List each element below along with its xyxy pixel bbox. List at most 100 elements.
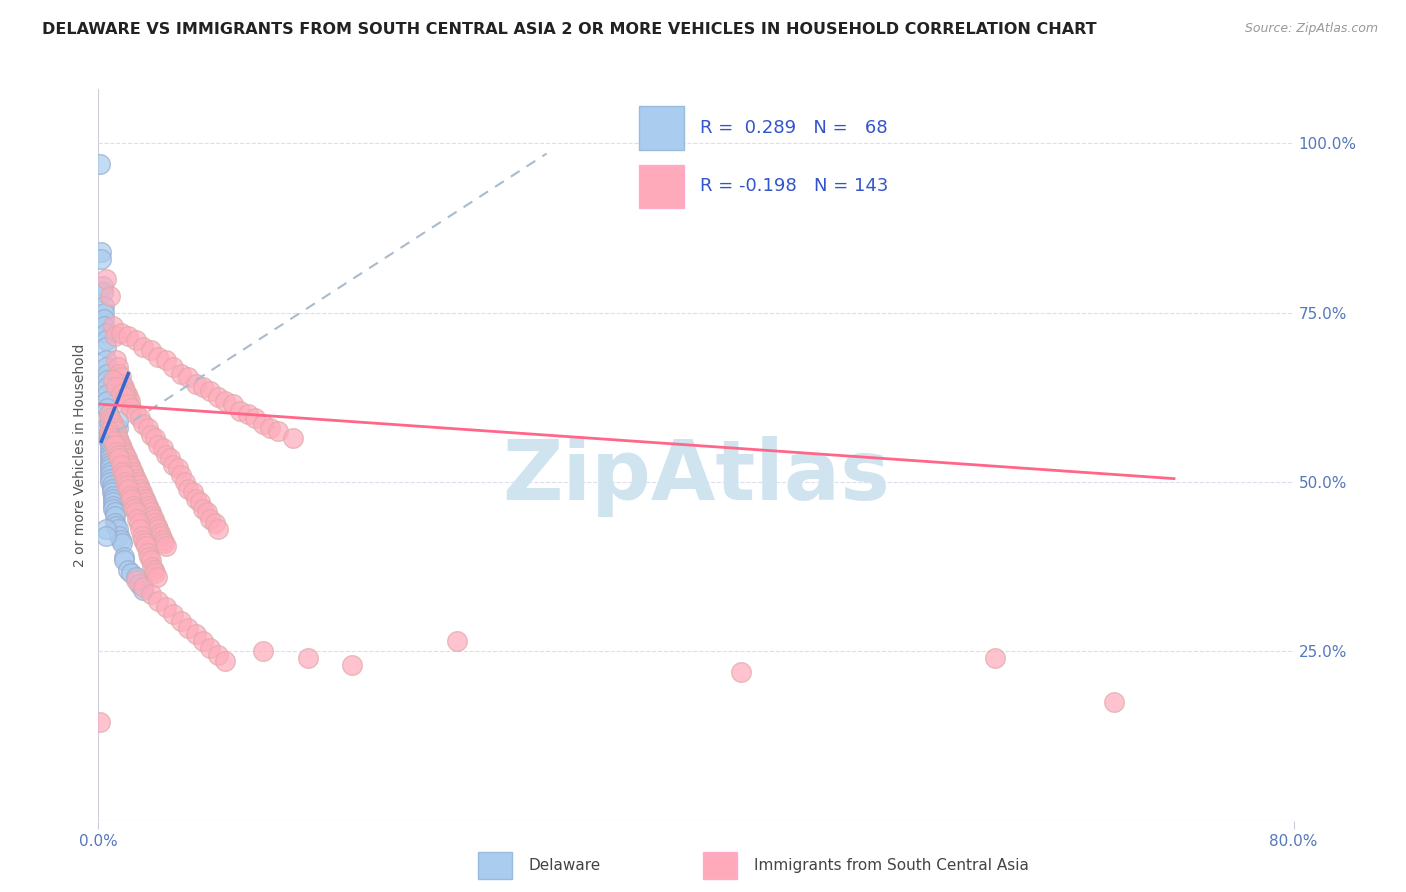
Point <box>100 465 122 479</box>
Point <box>200 384 222 398</box>
Point <box>100 458 122 472</box>
Point <box>139 343 162 357</box>
Point <box>236 407 259 421</box>
Point <box>111 376 134 391</box>
Point <box>96 380 118 394</box>
Point <box>97 407 120 421</box>
Point <box>188 495 211 509</box>
Text: ZipAtlas: ZipAtlas <box>502 436 890 517</box>
Point <box>90 252 112 266</box>
Point <box>177 621 200 635</box>
FancyBboxPatch shape <box>640 106 685 150</box>
Point <box>115 478 138 492</box>
Point <box>100 448 122 462</box>
Point <box>1104 695 1126 709</box>
Point <box>159 451 181 466</box>
Point <box>112 553 135 567</box>
Point <box>169 468 191 483</box>
Point <box>125 570 148 584</box>
Point <box>105 380 128 394</box>
Point <box>110 326 132 340</box>
Point <box>94 353 117 368</box>
Point <box>96 401 118 415</box>
Point <box>134 536 156 550</box>
Point <box>107 448 129 462</box>
Point <box>110 438 132 452</box>
Point <box>110 458 132 472</box>
Point <box>214 393 236 408</box>
Point <box>184 491 207 506</box>
Point <box>131 485 153 500</box>
Point <box>148 350 170 364</box>
Point <box>204 516 226 530</box>
Point <box>120 461 142 475</box>
Point <box>124 502 146 516</box>
Point <box>184 376 207 391</box>
Point <box>131 529 153 543</box>
Point <box>97 427 120 442</box>
Point <box>139 427 162 442</box>
Point <box>101 427 124 442</box>
Point <box>267 424 290 438</box>
Point <box>93 312 115 326</box>
Point <box>100 472 122 486</box>
Point <box>125 573 148 587</box>
Point <box>155 600 177 615</box>
Point <box>142 512 165 526</box>
Point <box>141 559 163 574</box>
Point <box>107 431 129 445</box>
Point <box>111 441 134 455</box>
Point <box>103 489 125 503</box>
Point <box>121 499 143 513</box>
Point <box>252 417 274 432</box>
Point <box>177 370 200 384</box>
Point <box>117 390 139 404</box>
Point <box>111 465 134 479</box>
Point <box>114 475 136 489</box>
Point <box>114 384 136 398</box>
Point <box>127 475 149 489</box>
Point <box>93 299 115 313</box>
Point <box>162 458 184 472</box>
Point <box>207 390 229 404</box>
Point <box>145 519 167 533</box>
Point <box>166 461 188 475</box>
Point <box>94 359 117 374</box>
Point <box>148 438 170 452</box>
Point <box>143 431 166 445</box>
Point <box>162 359 184 374</box>
Point <box>104 506 127 520</box>
Point <box>93 306 115 320</box>
Point <box>128 516 150 530</box>
Point <box>100 451 122 466</box>
Point <box>136 546 159 560</box>
Point <box>117 563 139 577</box>
Point <box>105 424 128 438</box>
Point <box>148 593 170 607</box>
Point <box>730 665 752 679</box>
FancyBboxPatch shape <box>640 165 685 209</box>
Point <box>108 367 131 381</box>
Point <box>142 563 165 577</box>
Point <box>281 431 304 445</box>
Point <box>108 529 131 543</box>
Point <box>252 644 274 658</box>
Y-axis label: 2 or more Vehicles in Household: 2 or more Vehicles in Household <box>73 343 87 566</box>
Point <box>114 390 136 404</box>
Point <box>100 438 122 452</box>
Point <box>162 607 184 621</box>
Text: Source: ZipAtlas.com: Source: ZipAtlas.com <box>1244 22 1378 36</box>
Point <box>155 353 177 368</box>
Point <box>107 414 129 428</box>
Point <box>89 715 111 730</box>
Point <box>181 485 204 500</box>
Point <box>94 326 117 340</box>
Point <box>100 444 122 458</box>
Point <box>101 482 124 496</box>
Point <box>104 508 127 523</box>
Point <box>153 536 176 550</box>
Point <box>118 458 141 472</box>
Point <box>97 424 120 438</box>
Point <box>103 495 125 509</box>
Point <box>177 482 200 496</box>
